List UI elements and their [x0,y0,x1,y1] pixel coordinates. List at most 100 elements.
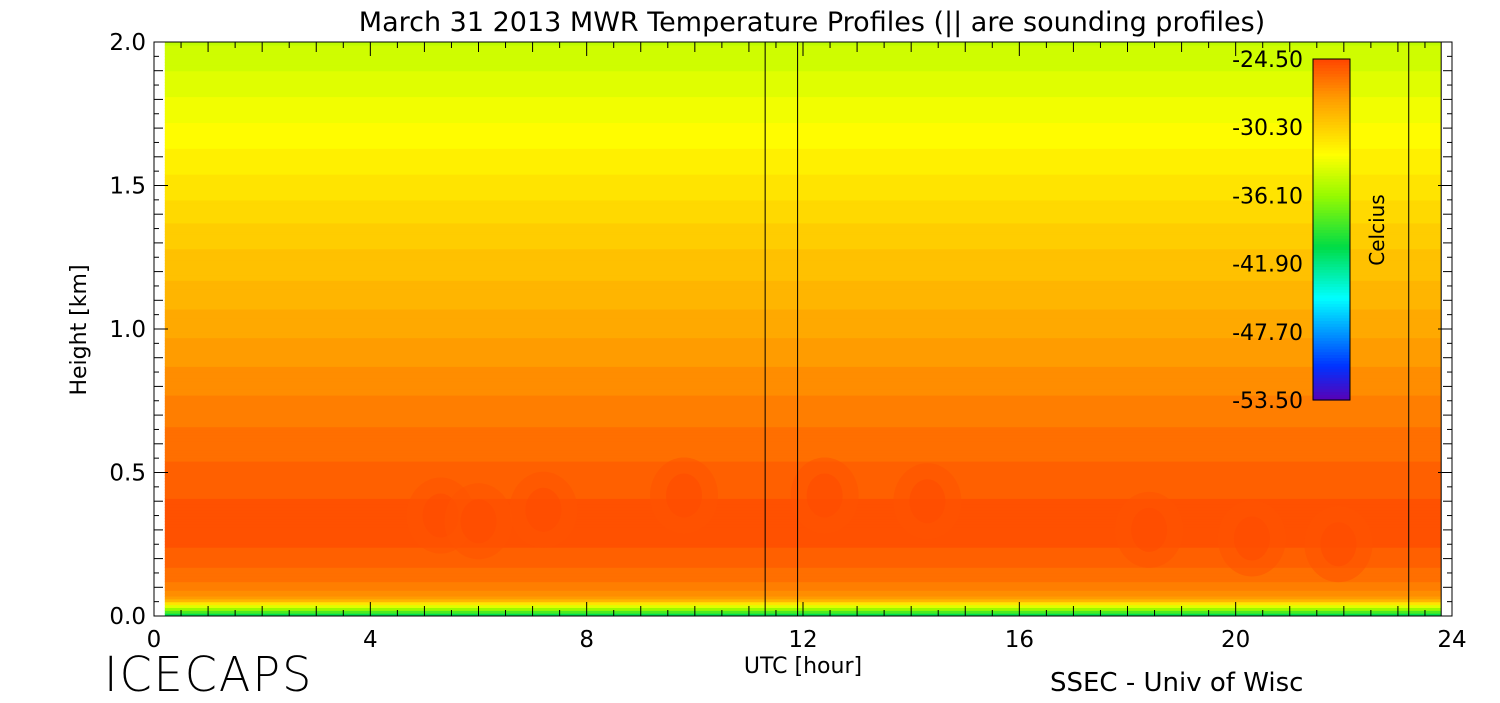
profile-band [164,354,1442,359]
profile-band [164,317,1442,321]
profile-band [164,308,1442,313]
profile-band [164,222,1442,227]
colorbar-segment [1313,331,1350,336]
colorbar-segment [1313,334,1350,339]
profile-band [164,274,1442,278]
colorbar-segment [1313,203,1350,208]
colorbar-tick-label: -47.70 [1232,321,1303,346]
profile-band [164,300,1442,304]
warm-core-center [806,473,843,518]
colorbar-segment [1313,166,1350,171]
profile-band [164,225,1442,230]
profile-band [164,82,1442,86]
profile-band [164,102,1442,106]
y-axis-label: Height [km] [67,264,92,395]
profile-band [164,283,1442,287]
profile-band [164,139,1442,144]
x-axis-label: UTC [hour] [744,654,862,679]
colorbar-segment [1313,320,1350,324]
colorbar-segment [1313,337,1350,341]
colorbar-segment [1313,130,1350,134]
colorbar-segment [1313,110,1350,114]
profile-band [164,297,1442,301]
profile-band [164,93,1442,98]
profile-band [164,369,1442,373]
profile-band [164,208,1442,212]
profile-band [164,142,1442,146]
profile-band [164,584,1442,588]
profile-band [164,417,1442,422]
colorbar-segment [1313,371,1350,376]
colorbar-segment [1313,81,1350,86]
colorbar-segment [1313,314,1350,319]
colorbar-segment [1313,124,1350,128]
colorbar-segment [1313,107,1350,111]
profile-band [164,461,1442,465]
colorbar: -24.50 -30.30 -36.10 -41.90 -47.70 -53.50 [1232,48,1351,414]
profile-band [164,572,1442,577]
x-tick-label: 12 [788,627,817,653]
colorbar-segment [1313,238,1350,242]
colorbar-segment [1313,274,1350,279]
profile-band [164,538,1442,542]
profile-band [164,389,1442,393]
profile-band [164,587,1442,591]
profile-band [164,593,1442,597]
colorbar-segment [1313,357,1350,361]
warm-core-center [1131,507,1168,552]
profile-band [164,214,1442,218]
warm-core-center [525,487,562,532]
profile-band [164,254,1442,258]
profile-band [164,524,1442,528]
colorbar-segment [1313,272,1350,276]
x-tick-label: 20 [1221,627,1250,653]
colorbar-segment [1313,263,1350,268]
colorbar-frame [1312,58,1351,401]
x-tick-label: 24 [1437,627,1466,653]
profile-band [164,346,1442,350]
colorbar-segment [1313,360,1350,364]
profile-band [164,331,1442,336]
colorbar-segment [1313,158,1350,162]
colorbar-segment [1313,343,1350,347]
profile-band [164,386,1442,390]
profile-band [164,291,1442,296]
colorbar-segment [1313,192,1350,196]
colorbar-tick-label: -30.30 [1232,116,1303,141]
colorbar-segment [1313,289,1350,293]
colorbar-segment [1313,246,1350,250]
profile-band [164,343,1442,347]
colorbar-segment [1313,147,1350,151]
profile-band [164,145,1442,149]
profile-band [164,564,1442,568]
warm-core-center [1320,522,1357,567]
colorbar-segment [1313,257,1350,262]
profile-band [164,395,1442,399]
profile-band [164,153,1442,158]
colorbar-segment [1313,95,1350,100]
colorbar-segment [1313,377,1350,381]
colorbar-segment [1313,115,1350,120]
profile-band [164,168,1442,172]
profile-band [164,349,1442,353]
colorbar-segment [1313,326,1350,330]
profile-band [164,211,1442,215]
colorbar-segment [1313,201,1350,205]
profile-band [164,99,1442,103]
colorbar-segment [1313,195,1350,199]
profile-band [164,311,1442,316]
profile-band [164,62,1442,66]
y-axis: 0.0 0.5 1.0 1.5 2.0 [109,30,1452,630]
colorbar-segment [1313,311,1350,316]
colorbar-segment [1313,235,1350,239]
profile-band [164,116,1442,121]
profile-band [164,438,1442,442]
y-tick-label: 1.0 [109,317,146,343]
profile-band [164,171,1442,175]
profile-band [164,156,1442,161]
colorbar-segment [1313,300,1350,304]
colorbar-segment [1313,61,1350,66]
profile-band [164,165,1442,169]
profile-band [164,552,1442,557]
profile-band [164,105,1442,109]
